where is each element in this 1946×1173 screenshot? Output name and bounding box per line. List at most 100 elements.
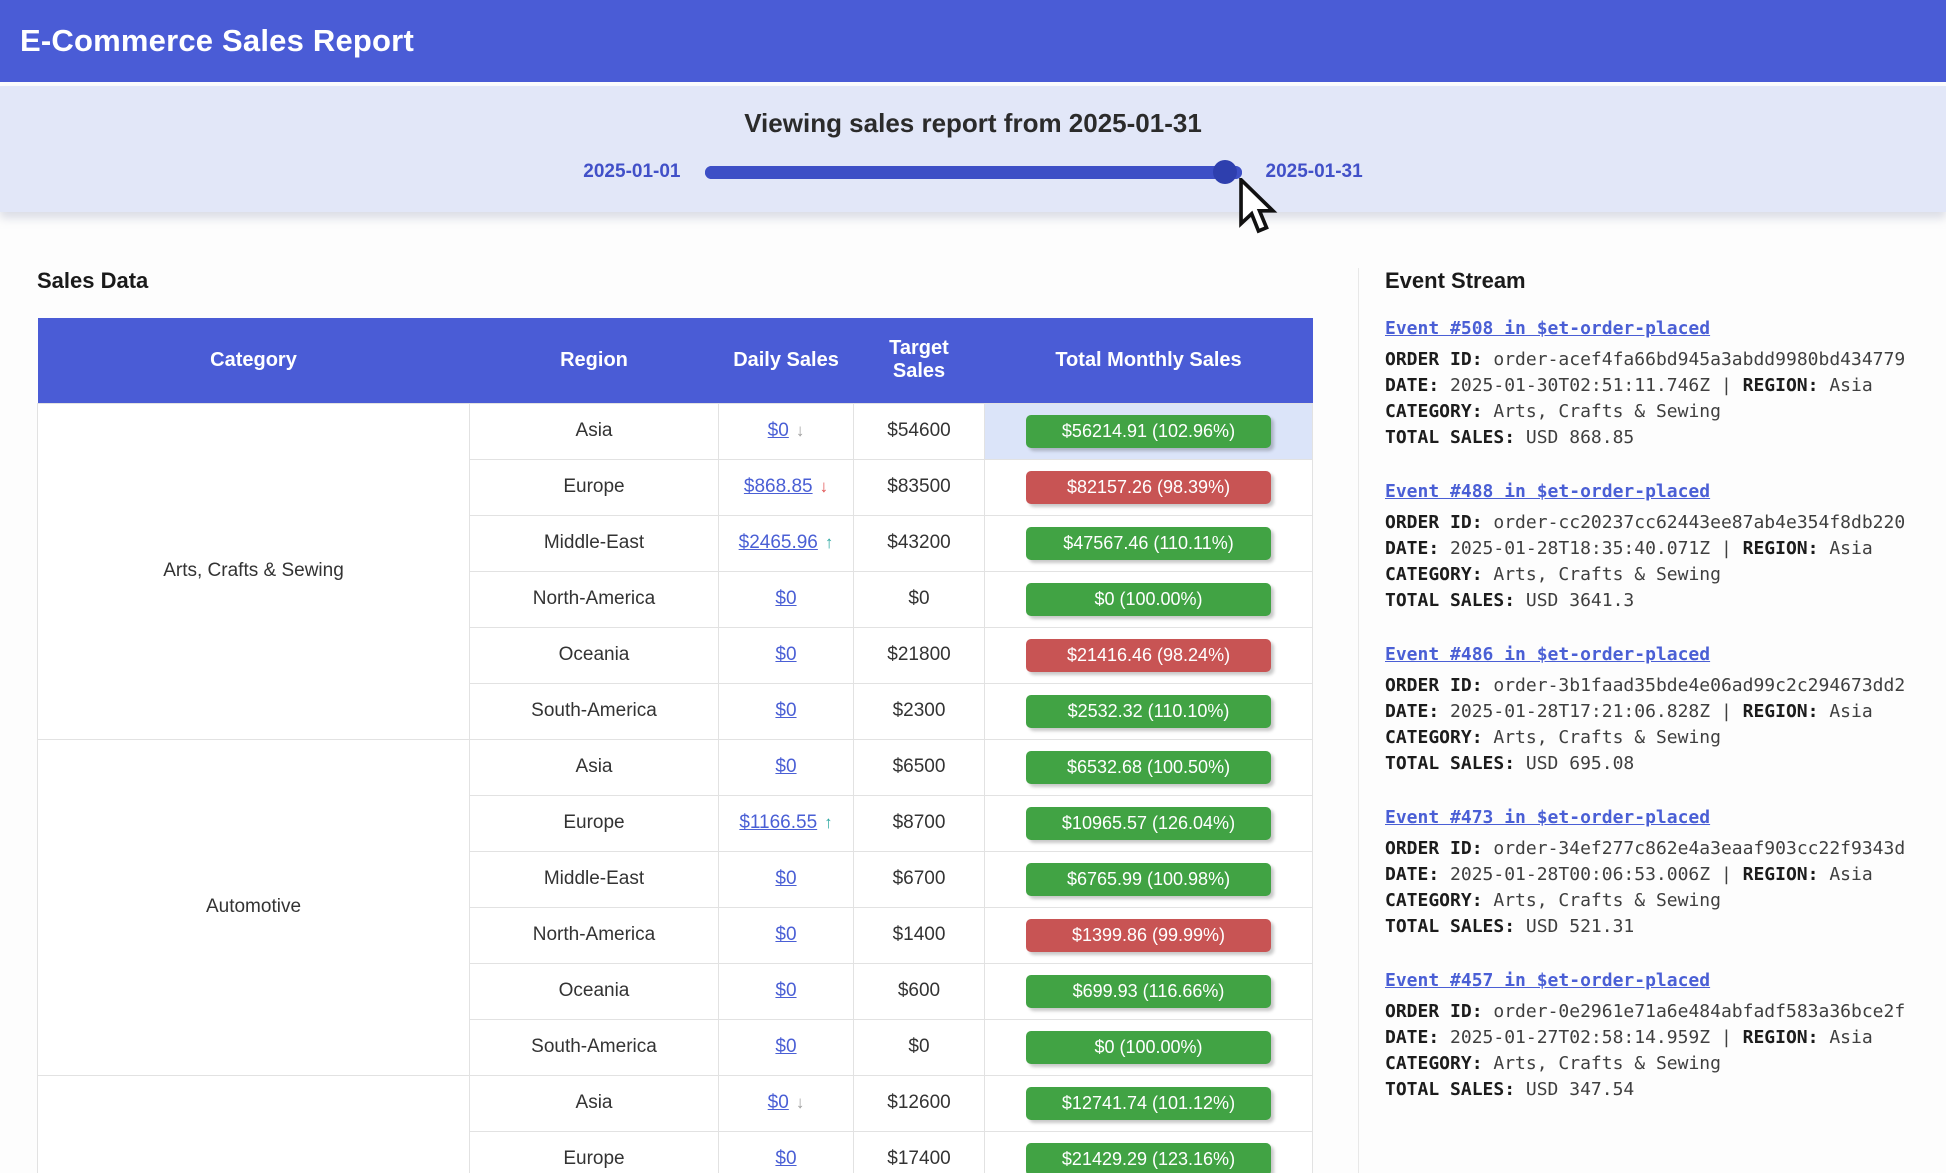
daily-sales-cell: $0 ↓ [718,1074,854,1132]
total-monthly-sales-cell: $56214.91 (102.96%) [984,402,1313,460]
total-monthly-sales-cell: $0 (100.00%) [984,1018,1313,1076]
daily-sales-cell: $0 [718,906,854,964]
event-order-id-line: ORDER ID: order-3b1faad35bde4e06ad99c2c2… [1385,675,1906,696]
column-header-daily-sales: Daily Sales [718,318,854,403]
daily-sales-cell: $0 [718,570,854,628]
slider-min-label: 2025-01-01 [583,161,681,182]
event-link[interactable]: Event #508 in $et-order-placed [1385,318,1711,339]
region-label: REGION: [1742,375,1819,396]
target-sales-cell: $6500 [853,738,985,796]
daily-sales-cell: $0 [718,626,854,684]
daily-sales-link[interactable]: $0 [767,1092,789,1113]
region-cell: Asia [469,1074,719,1132]
total-sales-badge: $2532.32 (110.10%) [1025,694,1272,728]
date-label: DATE: [1385,701,1440,722]
event-link[interactable]: Event #457 in $et-order-placed [1385,970,1711,991]
total-sales-badge: $0 (100.00%) [1025,582,1272,616]
event-category-line: CATEGORY: Arts, Crafts & Sewing [1385,890,1721,911]
target-sales-cell: $83500 [853,458,985,516]
region-cell: Europe [469,794,719,852]
region-cell: Europe [469,458,719,516]
daily-sales-link[interactable]: $0 [775,980,797,1001]
daily-sales-link[interactable]: $0 [775,588,797,609]
region-label: REGION: [1742,538,1819,559]
daily-sales-link[interactable]: $0 [767,420,789,441]
total-monthly-sales-cell: $21416.46 (98.24%) [984,626,1313,684]
event-total-sales-line: TOTAL SALES: USD 868.85 [1385,427,1635,448]
region-cell: Asia [469,402,719,460]
region-cell: Oceania [469,626,719,684]
region-cell: Middle-East [469,514,719,572]
daily-sales-link[interactable]: $0 [775,700,797,721]
total-sales-badge: $12741.74 (101.12%) [1025,1086,1272,1120]
date-slider[interactable] [704,160,1242,184]
trend-down-arrow-icon: ↓ [819,477,829,496]
event-category-line: CATEGORY: Arts, Crafts & Sewing [1385,1053,1721,1074]
total-sales-badge: $0 (100.00%) [1025,1030,1272,1064]
category-label: CATEGORY: [1385,401,1483,422]
daily-sales-link[interactable]: $0 [775,868,797,889]
date-slider-section: Viewing sales report from 2025-01-31 202… [0,86,1946,212]
event-order-id-line: ORDER ID: order-34ef277c862e4a3eaaf903cc… [1385,838,1906,859]
sales-data-heading: Sales Data [37,268,149,293]
event-order-id-line: ORDER ID: order-cc20237cc62443ee87ab4e35… [1385,512,1906,533]
total-sales-label: TOTAL SALES: [1385,753,1516,774]
event-total-sales-line: TOTAL SALES: USD 521.31 [1385,916,1635,937]
daily-sales-link[interactable]: $1166.55 [739,812,818,833]
total-sales-badge: $47567.46 (110.11%) [1025,526,1272,560]
event-date-region-line: DATE: 2025-01-27T02:58:14.959Z | REGION:… [1385,1027,1873,1048]
daily-sales-link[interactable]: $0 [775,924,797,945]
table-row: North-America $0 $1400 $1399.86 (99.99%) [38,906,1313,964]
total-monthly-sales-cell: $82157.26 (98.39%) [984,458,1313,516]
slider-thumb[interactable] [1213,160,1238,184]
daily-sales-cell: $0 [718,682,854,740]
daily-sales-link[interactable]: $0 [775,1036,797,1057]
total-sales-badge: $10965.57 (126.04%) [1025,806,1272,840]
target-sales-cell: $43200 [853,514,985,572]
total-monthly-sales-cell: $10965.57 (126.04%) [984,794,1313,852]
event-stream-heading: Event Stream [1385,268,1526,293]
sales-table-body: Arts, Crafts & Sewing Asia $0 ↓ $54600 $56214… [37,402,1313,1173]
daily-sales-link[interactable]: $2465.96 [738,532,818,553]
event-order-id-line: ORDER ID: order-acef4fa66bd945a3abdd9980… [1385,349,1906,370]
total-sales-badge: $82157.26 (98.39%) [1025,470,1272,504]
table-row: Asia $0 ↓ $12600 $12741.74 (101.12%) [37,1074,1313,1173]
target-sales-cell: $0 [853,570,985,628]
slider-caption: Viewing sales report from 2025-01-31 [744,108,1202,138]
total-sales-badge: $6532.68 (100.50%) [1025,750,1272,784]
event-link[interactable]: Event #473 in $et-order-placed [1385,807,1711,828]
table-row: South-America $0 $0 $0 (100.00%) [38,1018,1313,1076]
date-label: DATE: [1385,1027,1440,1048]
table-row: Oceania $0 $600 $699.93 (116.66%) [38,962,1313,1020]
target-sales-cell: $1400 [853,906,985,964]
total-sales-badge: $21429.29 (123.16%) [1025,1142,1272,1173]
table-header-row: Category Region Daily Sales Target Sales… [37,318,1313,403]
total-sales-label: TOTAL SALES: [1385,916,1516,937]
daily-sales-cell: $0 [718,738,854,796]
total-sales-badge: $21416.46 (98.24%) [1025,638,1272,672]
target-sales-cell: $54600 [853,402,985,460]
event-link[interactable]: Event #486 in $et-order-placed [1385,644,1711,665]
table-row: Middle-East $0 $6700 $6765.99 (100.98%) [38,850,1313,908]
target-sales-cell: $600 [853,962,985,1020]
region-cell: South-America [469,1018,719,1076]
sales-table: Category Region Daily Sales Target Sales… [37,318,1313,1173]
total-monthly-sales-cell: $6765.99 (100.98%) [984,850,1313,908]
target-sales-cell: $17400 [853,1130,985,1173]
daily-sales-link[interactable]: $0 [775,756,797,777]
region-cell: North-America [469,570,719,628]
date-label: DATE: [1385,375,1440,396]
total-monthly-sales-cell: $0 (100.00%) [984,570,1313,628]
total-sales-label: TOTAL SALES: [1385,1079,1516,1100]
daily-sales-link[interactable]: $0 [775,1148,797,1169]
order-id-label: ORDER ID: [1385,1001,1483,1022]
daily-sales-link[interactable]: $0 [775,644,797,665]
daily-sales-cell: $0 [718,962,854,1020]
event-date-region-line: DATE: 2025-01-28T18:35:40.071Z | REGION:… [1385,538,1873,559]
content-area: Sales Data Category Region Daily Sales T… [0,268,1946,1173]
event-link[interactable]: Event #488 in $et-order-placed [1385,481,1711,502]
daily-sales-link[interactable]: $868.85 [743,476,813,497]
order-id-label: ORDER ID: [1385,512,1483,533]
total-sales-label: TOTAL SALES: [1385,590,1516,611]
app-header: E-Commerce Sales Report [0,0,1946,82]
